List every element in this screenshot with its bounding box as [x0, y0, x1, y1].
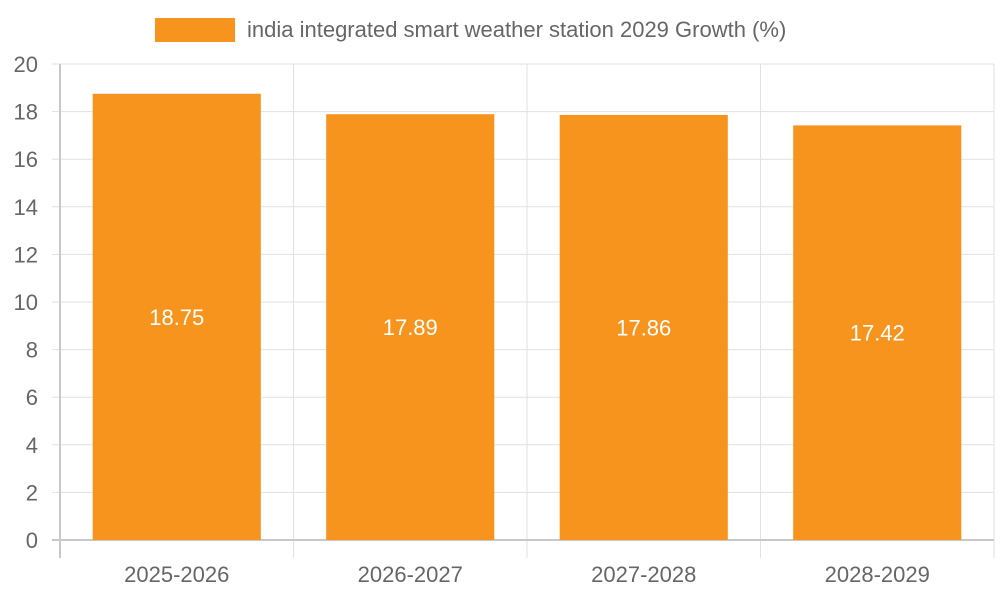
bar-value-label: 18.75 [149, 305, 204, 330]
bar[interactable] [326, 114, 495, 540]
y-tick-label: 0 [26, 528, 38, 553]
y-tick-label: 12 [14, 242, 38, 267]
bar[interactable] [92, 93, 261, 540]
legend-label: india integrated smart weather station 2… [247, 17, 787, 42]
y-tick-label: 6 [26, 385, 38, 410]
y-tick-label: 2 [26, 480, 38, 505]
x-tick-label: 2027-2028 [591, 562, 696, 587]
bar-value-label: 17.42 [850, 321, 905, 346]
bar-value-label: 17.89 [383, 315, 438, 340]
y-tick-label: 20 [14, 52, 38, 77]
x-tick-label: 2025-2026 [124, 562, 229, 587]
x-tick-label: 2028-2029 [825, 562, 930, 587]
y-tick-label: 4 [26, 433, 38, 458]
y-tick-label: 10 [14, 290, 38, 315]
y-tick-label: 14 [14, 195, 38, 220]
bar[interactable] [559, 114, 728, 540]
legend-swatch [155, 18, 235, 42]
x-tick-label: 2026-2027 [358, 562, 463, 587]
bar-value-label: 17.86 [616, 315, 671, 340]
y-tick-label: 16 [14, 147, 38, 172]
y-tick-label: 18 [14, 100, 38, 125]
bar[interactable] [793, 125, 962, 541]
chart-legend[interactable]: india integrated smart weather station 2… [155, 17, 786, 43]
y-tick-label: 8 [26, 338, 38, 363]
